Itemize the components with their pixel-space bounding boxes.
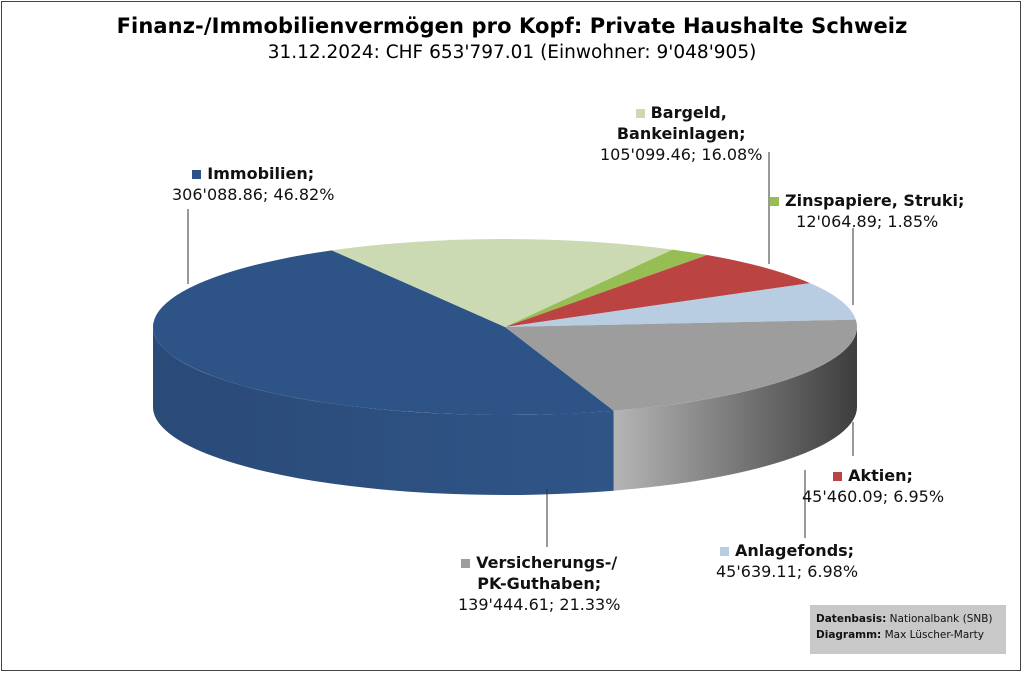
label-anlagefonds: Anlagefonds; 45'639.11; 6.98% [716,540,858,582]
slice-value: 45'460.09; 6.95% [802,487,945,506]
source-value-1: Nationalbank (SNB) [889,613,993,625]
pie-slice-1 [331,238,673,327]
pie-slice-3 [505,254,811,327]
slice-value: 12'064.89; 1.85% [796,212,939,231]
slice-name: Aktien; [848,466,913,485]
slice-name-line2: PK-Guthaben; [477,574,602,593]
swatch-immobilien [192,170,202,179]
slice-value: 306'088.86; 46.82% [172,185,335,204]
slice-value: 139'444.61; 21.33% [458,595,621,614]
slice-name: Zinspapiere, Struki; [785,191,965,210]
slice-name: Immobilien; [207,164,315,183]
pie-slice-0 [152,250,614,415]
label-bargeld: Bargeld, Bankeinlagen; 105'099.46; 16.08… [600,102,762,165]
swatch-zinspapiere [770,197,779,206]
leader-lines [187,152,854,547]
swatch-bargeld [635,109,645,118]
chart-title: Finanz-/Immobilienvermögen pro Kopf: Pri… [116,14,908,38]
swatch-aktien [833,472,843,481]
pie-side-5 [613,327,857,491]
label-zinspapiere: Zinspapiere, Struki; 12'064.89; 1.85% [770,190,964,232]
swatch-versicherungen [461,559,471,568]
chart-subtitle: 31.12.2024: CHF 653'797.01 (Einwohner: 9… [267,42,757,63]
source-box: Datenbasis: Nationalbank (SNB) Diagramm:… [810,605,1006,654]
pie-slice-5 [505,319,857,411]
label-aktien: Aktien; 45'460.09; 6.95% [802,465,944,507]
label-versicherungen: Versicherungs-/ PK-Guthaben; 139'444.61;… [458,552,620,615]
slice-name-line2: Bankeinlagen; [616,124,746,143]
slice-name-line1: Versicherungs-/ [476,553,618,572]
slice-name: Anlagefonds; [734,541,855,560]
pie-side-0 [153,327,614,496]
swatch-anlagefonds [719,547,729,556]
source-label-1: Datenbasis: [816,613,887,625]
pie-slice-4 [505,283,856,327]
label-immobilien: Immobilien; 306'088.86; 46.82% [172,163,334,205]
pie-sides [153,327,857,496]
pie-top [152,238,857,415]
source-value-2: Max Lüscher-Marty [884,629,984,641]
source-label-2: Diagramm: [816,629,882,641]
slice-value: 105'099.46; 16.08% [600,145,763,164]
slice-value: 45'639.11; 6.98% [716,562,859,581]
slice-name-line1: Bargeld, [650,103,727,122]
pie-slice-2 [505,249,708,327]
